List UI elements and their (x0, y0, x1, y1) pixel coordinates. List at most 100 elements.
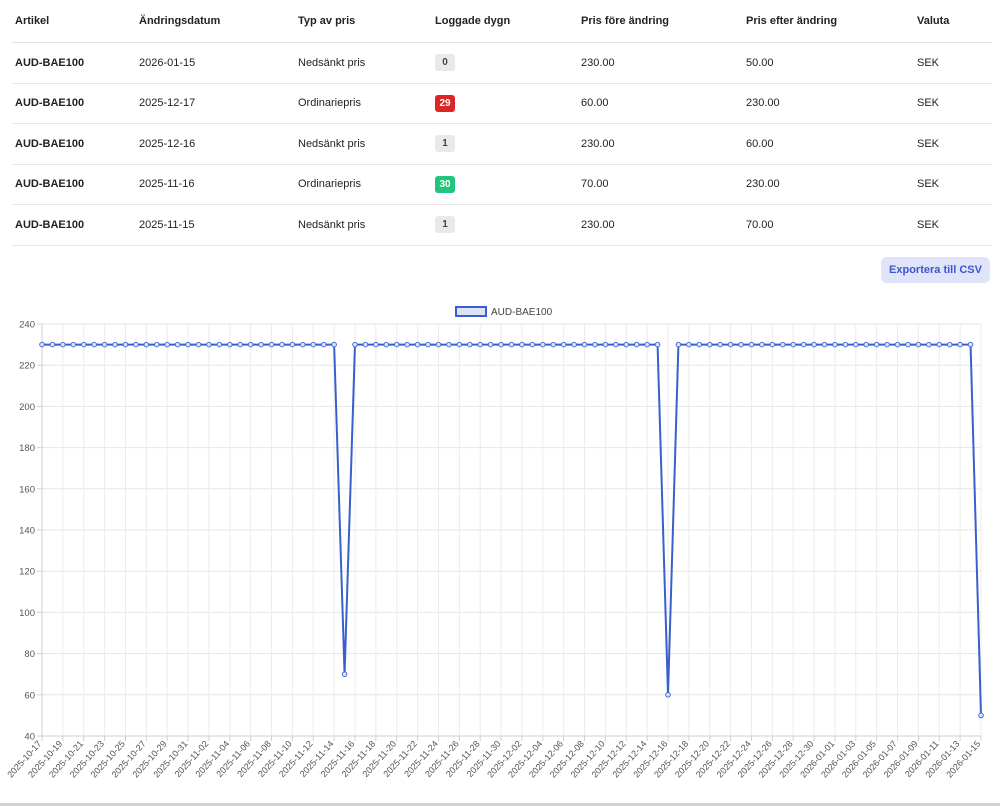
data-point[interactable] (258, 341, 264, 348)
data-point[interactable] (362, 341, 369, 348)
data-point[interactable] (112, 341, 118, 348)
data-point[interactable] (446, 341, 452, 348)
data-point[interactable] (341, 671, 348, 677)
data-point[interactable] (540, 341, 546, 348)
data-point[interactable] (811, 341, 817, 348)
data-point[interactable] (216, 341, 223, 348)
data-point[interactable] (633, 341, 640, 348)
data-point[interactable] (185, 341, 191, 348)
data-point[interactable] (821, 341, 828, 348)
data-point[interactable] (49, 341, 56, 348)
data-point[interactable] (508, 341, 515, 348)
data-point[interactable] (101, 341, 108, 348)
data-point[interactable] (550, 341, 556, 348)
data-point[interactable] (404, 341, 410, 348)
data-point[interactable] (467, 341, 473, 348)
export-csv-button[interactable]: Exportera till CSV (881, 257, 990, 283)
data-point[interactable] (738, 341, 744, 348)
data-point[interactable] (936, 341, 943, 348)
data-point[interactable] (519, 341, 525, 348)
data-point[interactable] (91, 341, 97, 348)
data-point[interactable] (425, 341, 431, 348)
data-point[interactable] (80, 341, 87, 348)
data-point[interactable] (863, 341, 869, 348)
data-point[interactable] (122, 341, 129, 348)
data-point[interactable] (832, 341, 838, 348)
data-point[interactable] (571, 341, 577, 348)
header-artikel[interactable]: Artikel (12, 0, 139, 43)
data-point[interactable] (915, 341, 922, 348)
data-point[interactable] (143, 341, 150, 348)
data-point[interactable] (717, 341, 723, 348)
data-point[interactable] (456, 341, 463, 348)
data-point[interactable] (310, 341, 317, 348)
data-point[interactable] (487, 341, 494, 348)
data-point[interactable] (529, 341, 536, 348)
data-point[interactable] (289, 341, 296, 348)
data-point[interactable] (967, 341, 974, 348)
data-point[interactable] (164, 341, 170, 348)
data-point[interactable] (727, 341, 734, 348)
data-point[interactable] (957, 341, 963, 348)
data-point[interactable] (946, 341, 953, 348)
data-point[interactable] (560, 341, 567, 348)
header-valuta[interactable]: Valuta (917, 0, 992, 43)
data-point[interactable] (154, 341, 160, 348)
data-point[interactable] (268, 341, 275, 348)
data-point[interactable] (800, 341, 807, 348)
data-point[interactable] (477, 341, 483, 348)
data-point[interactable] (498, 341, 504, 348)
data-point[interactable] (696, 341, 703, 348)
data-point[interactable] (237, 341, 243, 348)
data-point[interactable] (174, 341, 181, 348)
data-point[interactable] (300, 341, 306, 348)
data-point[interactable] (602, 341, 609, 348)
data-point[interactable] (905, 341, 911, 348)
data-point[interactable] (926, 341, 932, 348)
data-point[interactable] (414, 341, 421, 348)
data-point[interactable] (373, 341, 379, 348)
data-point[interactable] (206, 341, 212, 348)
data-point[interactable] (383, 341, 390, 348)
data-point[interactable] (842, 341, 849, 348)
data-point[interactable] (70, 341, 77, 348)
header-pris-efter[interactable]: Pris efter ändring (746, 0, 917, 43)
data-point[interactable] (227, 341, 233, 348)
header-loggade-dygn[interactable]: Loggade dygn (435, 0, 581, 43)
data-point[interactable] (706, 341, 713, 348)
data-point[interactable] (279, 341, 285, 348)
data-point[interactable] (853, 341, 859, 348)
data-point[interactable] (759, 341, 765, 348)
data-point[interactable] (654, 341, 661, 348)
data-point[interactable] (195, 341, 202, 348)
data-point[interactable] (748, 341, 755, 348)
data-point[interactable] (894, 341, 901, 348)
data-point[interactable] (133, 341, 139, 348)
data-point[interactable] (780, 341, 786, 348)
data-point[interactable] (352, 341, 358, 348)
data-point[interactable] (873, 341, 880, 348)
chart-legend[interactable]: AUD-BAE100 (455, 306, 553, 318)
data-point[interactable] (665, 692, 671, 698)
data-point[interactable] (790, 341, 796, 348)
data-point[interactable] (884, 341, 890, 348)
data-point[interactable] (435, 341, 442, 348)
data-point[interactable] (60, 341, 66, 348)
data-point[interactable] (686, 341, 692, 348)
header-pris-fore[interactable]: Pris före ändring (581, 0, 746, 43)
data-point[interactable] (769, 341, 776, 348)
data-point[interactable] (978, 712, 984, 719)
data-point[interactable] (675, 341, 682, 348)
data-point[interactable] (623, 341, 630, 348)
data-point[interactable] (613, 341, 619, 348)
data-point[interactable] (39, 341, 45, 348)
data-point[interactable] (393, 341, 400, 348)
data-point[interactable] (331, 341, 337, 348)
header-typ-av-pris[interactable]: Typ av pris (298, 0, 435, 43)
data-point[interactable] (247, 341, 254, 348)
data-point[interactable] (320, 341, 327, 348)
header-andringsdatum[interactable]: Ändringsdatum (139, 0, 298, 43)
data-point[interactable] (644, 341, 650, 348)
data-point[interactable] (581, 341, 588, 348)
data-point[interactable] (592, 341, 598, 348)
